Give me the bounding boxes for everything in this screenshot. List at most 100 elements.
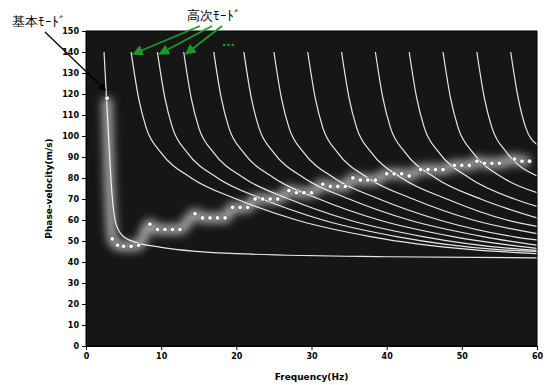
observed-point <box>302 190 307 195</box>
tick: 70 <box>68 195 86 204</box>
tick-mark <box>82 304 86 305</box>
tick: 120 <box>62 90 86 99</box>
observed-point <box>178 227 183 232</box>
tick-label: 140 <box>62 48 79 57</box>
tick-label: 60 <box>532 352 544 361</box>
observed-point <box>309 190 314 195</box>
tick: 50 <box>457 346 469 361</box>
observed-point <box>110 237 115 242</box>
observed-point <box>407 174 412 179</box>
annotation: 基本ﾓｰﾄﾞ <box>12 14 66 29</box>
observed-point <box>115 243 120 248</box>
observed-point <box>527 159 532 164</box>
observed-point <box>105 96 110 101</box>
tick: 20 <box>231 346 243 361</box>
observed-point <box>384 172 389 177</box>
observed-point <box>418 167 423 172</box>
tick: 100 <box>62 132 86 141</box>
observed-point <box>170 227 175 232</box>
x-axis: 0 10 20 30 40 50 60 <box>84 346 544 361</box>
tick-mark <box>82 136 86 137</box>
mode-curve <box>104 52 537 258</box>
tick-label: 10 <box>68 321 80 330</box>
tick-label: 60 <box>68 216 80 225</box>
plot-frame <box>86 31 537 346</box>
annotations: 基本ﾓｰﾄﾞ 高次ﾓｰﾄﾞ … <box>12 8 241 90</box>
tick: 60 <box>68 216 86 225</box>
tick-label: 130 <box>62 69 79 78</box>
tick: 0 <box>73 342 86 351</box>
tick-mark <box>82 241 86 242</box>
tick-mark <box>82 220 86 221</box>
tick: 10 <box>156 346 168 361</box>
tick-label: 70 <box>68 195 80 204</box>
axis-line <box>87 347 538 351</box>
tick-label: 90 <box>68 153 80 162</box>
observed-point <box>328 184 333 189</box>
observed-point <box>392 172 397 177</box>
series-group <box>104 52 537 258</box>
y-axis: 0102030405060708090100110120130140150 <box>62 27 86 351</box>
annotation: … <box>222 34 235 49</box>
observed-point <box>148 222 153 227</box>
tick-mark <box>387 346 388 350</box>
mode-curve <box>131 52 537 254</box>
observed-point <box>358 178 363 183</box>
tick: 110 <box>62 111 86 120</box>
observed-point <box>155 227 160 232</box>
observed-point <box>208 216 213 221</box>
tick-mark <box>82 346 86 347</box>
observed-point <box>136 243 141 248</box>
mode-curve <box>274 52 537 240</box>
tick-mark <box>82 115 86 116</box>
tick: 40 <box>382 346 394 361</box>
observed-point <box>200 216 205 221</box>
tick-label: 100 <box>62 132 79 141</box>
observed-point <box>260 197 265 202</box>
observed-point <box>245 205 250 210</box>
observed-point <box>460 163 465 168</box>
tick-mark <box>82 283 86 284</box>
tick-mark <box>82 52 86 53</box>
tick: 0 <box>84 346 90 361</box>
tick-mark <box>82 199 86 200</box>
tick: 90 <box>68 153 86 162</box>
annotation-arrow <box>45 32 105 90</box>
observed-point <box>294 190 299 195</box>
observed-point <box>121 244 126 249</box>
observed-point <box>490 161 495 166</box>
mode-curve <box>375 52 537 218</box>
tick-mark <box>82 178 86 179</box>
mode-curve <box>342 52 537 226</box>
observed-point <box>129 244 134 249</box>
tick-mark <box>82 94 86 95</box>
observed-point <box>268 197 273 202</box>
observed-point <box>320 182 325 187</box>
tick-mark <box>82 325 86 326</box>
observed-point <box>275 197 280 202</box>
tick-label: 30 <box>306 352 318 361</box>
y-axis-title: Phase-velocity(m/s) <box>44 138 54 238</box>
observed-point <box>497 161 502 166</box>
observed-point <box>452 163 457 168</box>
mode-curve <box>409 52 537 206</box>
x-axis-title: Frequency(Hz) <box>275 372 349 382</box>
tick: 130 <box>62 69 86 78</box>
tick-label: 110 <box>62 111 79 120</box>
tick: 40 <box>68 258 86 267</box>
tick-mark <box>462 346 463 350</box>
tick-label: 80 <box>68 174 80 183</box>
plot-background <box>86 31 537 346</box>
observed-point <box>336 184 341 189</box>
annotation: 高次ﾓｰﾄﾞ <box>187 8 241 23</box>
observed-point <box>467 163 472 168</box>
tick-label: 0 <box>84 352 90 361</box>
tick-label: 0 <box>73 342 79 351</box>
tick-label: 30 <box>68 279 80 288</box>
mode-curve <box>214 52 537 248</box>
observed-point <box>193 211 198 216</box>
observed-point <box>366 178 371 183</box>
tick: 20 <box>68 300 86 309</box>
tick: 50 <box>68 237 86 246</box>
tick-label: 50 <box>457 352 469 361</box>
